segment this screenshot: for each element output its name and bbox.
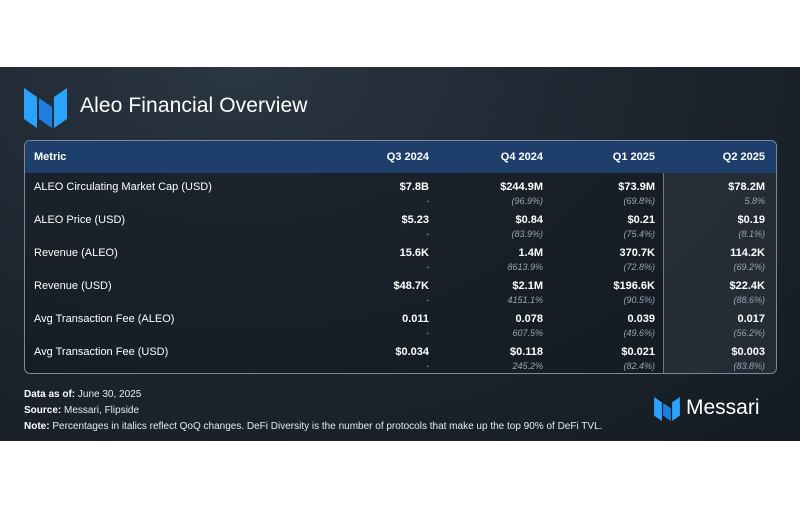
value-q4-2024: $0.84 — [515, 214, 543, 226]
metric-label: Avg Transaction Fee (ALEO) — [34, 313, 175, 325]
value-q4-2024: $0.118 — [509, 346, 543, 358]
change-q1-2025: (72.8%) — [623, 262, 655, 272]
value-q4-2024: 0.078 — [515, 313, 543, 325]
change-q4-2024: 4151.1% — [507, 295, 543, 305]
change-q1-2025: (49.6%) — [623, 328, 655, 338]
value-q2-2025: $78.2M — [728, 181, 765, 193]
change-q2-2025: (69.2%) — [733, 262, 765, 272]
value-q2-2025: $0.19 — [737, 214, 765, 226]
metric-label: ALEO Circulating Market Cap (USD) — [34, 181, 212, 193]
table-row: ALEO Price (USD) $5.23 - $0.84 (83.9%) $0.21 (… — [25, 210, 776, 243]
value-q1-2025: 0.039 — [627, 313, 655, 325]
messari-logo-icon — [654, 397, 680, 421]
change-q2-2025: (8.1%) — [738, 229, 765, 239]
change-q4-2024: (83.9%) — [511, 229, 543, 239]
change-q3-2024: - — [426, 196, 429, 206]
change-q4-2024: 245.2% — [512, 361, 543, 371]
value-q1-2025: $0.021 — [621, 346, 655, 358]
change-q3-2024: - — [426, 262, 429, 272]
value-q1-2025: $0.21 — [627, 214, 655, 226]
table-row: Revenue (USD) $48.7K - $2.1M 4151.1% $196.6K (… — [25, 276, 776, 309]
change-q2-2025: (88.6%) — [733, 295, 765, 305]
table-row: Avg Transaction Fee (ALEO) 0.011 - 0.078 607… — [25, 309, 776, 342]
change-q1-2025: (69.8%) — [623, 196, 655, 206]
change-q2-2025: (83.8%) — [733, 361, 765, 371]
highlight-column — [663, 141, 776, 373]
footer-notes: Data as of: June 30, 2025 Source: Messar… — [24, 387, 602, 435]
value-q3-2024: 15.6K — [399, 247, 429, 259]
change-q4-2024: 607.5% — [512, 328, 543, 338]
value-q4-2024: $244.9M — [500, 181, 543, 193]
metric-label: Revenue (ALEO) — [34, 247, 118, 259]
change-q4-2024: 8613.9% — [507, 262, 543, 272]
value-q3-2024: $48.7K — [393, 280, 429, 292]
header-q1-2025: Q1 2025 — [612, 151, 655, 163]
value-q3-2024: 0.011 — [402, 313, 429, 325]
change-q2-2025: 5.8% — [744, 196, 765, 206]
brand-name: Messari — [686, 396, 760, 419]
value-q1-2025: $73.9M — [618, 181, 655, 193]
change-q3-2024: - — [426, 229, 429, 239]
change-q1-2025: (75.4%) — [623, 229, 655, 239]
value-q2-2025: $0.003 — [731, 346, 765, 358]
header-q4-2024: Q4 2024 — [500, 151, 543, 163]
financial-table: Metric Q3 2024 Q4 2024 Q1 2025 Q2 2025 A… — [24, 140, 777, 374]
messari-logo-icon — [24, 88, 67, 128]
data-as-of: Data as of: June 30, 2025 — [24, 389, 142, 400]
overview-card: Aleo Financial Overview Metric Q3 2024 Q… — [0, 67, 800, 441]
value-q3-2024: $5.23 — [401, 214, 429, 226]
value-q3-2024: $7.8B — [399, 181, 429, 193]
change-q3-2024: - — [426, 328, 429, 338]
note-line: Note: Percentages in italics reflect QoQ… — [24, 421, 603, 432]
value-q1-2025: 370.7K — [619, 247, 655, 259]
value-q4-2024: $2.1M — [512, 280, 543, 292]
page-title: Aleo Financial Overview — [80, 94, 308, 117]
value-q2-2025: 0.017 — [737, 313, 765, 325]
change-q3-2024: - — [426, 295, 429, 305]
change-q3-2024: - — [426, 361, 429, 371]
table-row: Avg Transaction Fee (USD) $0.034 - $0.118 24… — [25, 342, 776, 373]
metric-label: Revenue (USD) — [34, 280, 112, 292]
value-q2-2025: 114.2K — [730, 247, 765, 259]
change-q1-2025: (90.5%) — [623, 295, 655, 305]
value-q1-2025: $196.6K — [613, 280, 655, 292]
header-q3-2024: Q3 2024 — [386, 151, 429, 163]
change-q2-2025: (56.2%) — [733, 328, 765, 338]
header-q2-2025: Q2 2025 — [722, 151, 765, 163]
value-q4-2024: 1.4M — [518, 247, 543, 259]
header-metric: Metric — [34, 151, 67, 163]
change-q1-2025: (82.4%) — [623, 361, 655, 371]
value-q3-2024: $0.034 — [395, 346, 429, 358]
table-row: Revenue (ALEO) 15.6K - 1.4M 8613.9% 370.7K (72… — [25, 243, 776, 276]
metric-label: ALEO Price (USD) — [34, 214, 126, 226]
value-q2-2025: $22.4K — [729, 280, 765, 292]
table-row: ALEO Circulating Market Cap (USD) $7.8B - $… — [25, 177, 776, 210]
change-q4-2024: (96.9%) — [511, 196, 543, 206]
table-header: Metric Q3 2024 Q4 2024 Q1 2025 Q2 2025 — [25, 141, 776, 173]
source-line: Source: Messari, Flipside — [24, 405, 140, 416]
metric-label: Avg Transaction Fee (USD) — [34, 346, 169, 358]
